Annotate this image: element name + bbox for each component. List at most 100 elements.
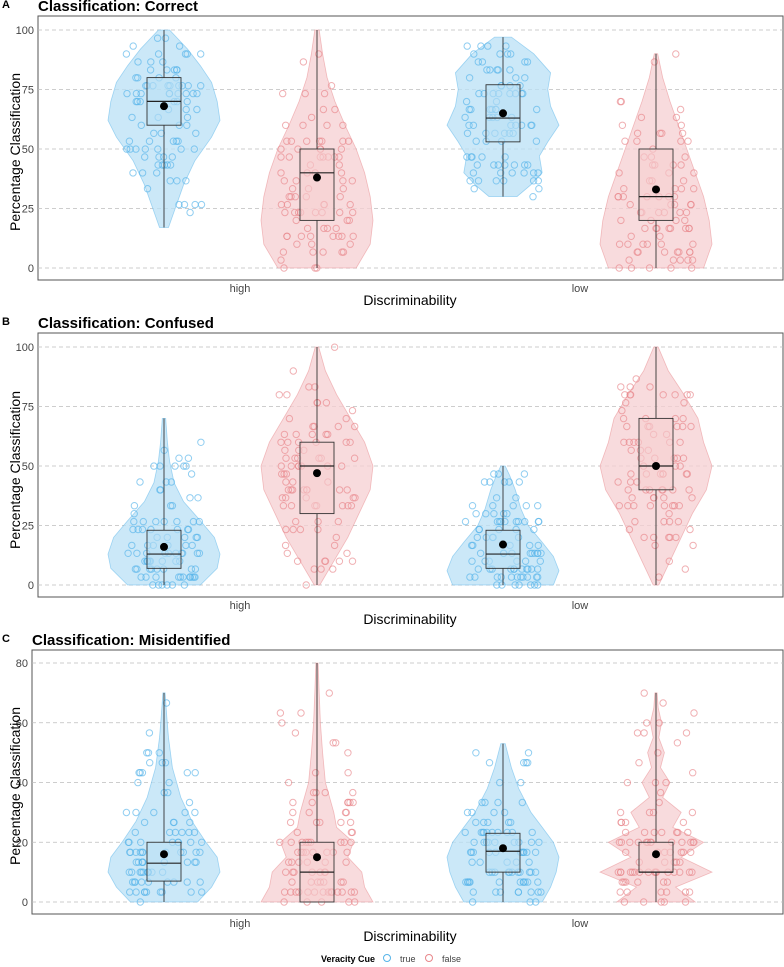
data-point — [676, 858, 684, 866]
data-point — [314, 517, 322, 526]
data-point — [297, 232, 306, 241]
data-point — [621, 137, 629, 145]
data-point — [335, 153, 343, 161]
data-point — [685, 888, 694, 896]
data-point — [472, 818, 480, 827]
data-point — [347, 828, 356, 837]
data-point — [162, 699, 171, 707]
data-point — [161, 34, 170, 42]
legend-title: Veracity Cue — [321, 954, 375, 964]
data-point — [303, 137, 311, 145]
x-axis-label: Discriminability — [363, 928, 456, 944]
data-point — [476, 549, 485, 557]
data-point — [657, 240, 665, 248]
data-point — [521, 161, 529, 169]
data-point — [347, 502, 356, 510]
data-point — [196, 848, 204, 856]
data-point — [653, 224, 661, 233]
data-point — [517, 573, 525, 581]
data-point — [339, 878, 347, 886]
data-point — [623, 422, 631, 431]
data-point — [186, 494, 194, 502]
data-point — [302, 581, 310, 589]
data-point — [183, 769, 192, 777]
data-point — [169, 137, 178, 145]
y-axis-label: Percentage Classification — [7, 707, 23, 865]
data-point — [280, 430, 289, 439]
data-point — [468, 858, 476, 866]
data-point — [677, 161, 685, 169]
data-point — [656, 788, 665, 797]
data-point — [149, 581, 157, 589]
data-point — [343, 848, 351, 856]
data-point — [291, 193, 299, 201]
data-point — [480, 478, 489, 486]
data-point — [468, 502, 477, 510]
data-point — [280, 264, 288, 272]
data-point — [197, 438, 205, 446]
data-point — [347, 888, 355, 896]
data-point — [152, 517, 160, 526]
data-point — [632, 375, 640, 383]
data-point — [534, 517, 543, 526]
data-point — [134, 858, 143, 866]
data-point — [461, 113, 469, 122]
data-point — [534, 878, 542, 886]
data-point — [659, 878, 668, 886]
data-point — [289, 808, 297, 817]
data-point — [276, 838, 284, 846]
data-point — [194, 494, 202, 502]
data-point — [631, 868, 639, 876]
data-point — [615, 240, 624, 248]
group-high-true — [107, 418, 221, 589]
data-point — [528, 828, 536, 837]
data-point — [161, 759, 170, 767]
data-point — [133, 549, 141, 557]
data-point — [278, 719, 286, 727]
data-point — [461, 828, 469, 837]
data-point — [469, 541, 477, 550]
data-point — [493, 581, 501, 589]
data-point — [321, 557, 330, 565]
data-point — [533, 549, 542, 557]
data-point — [131, 828, 140, 837]
data-point — [129, 169, 137, 177]
chart-title: Classification: Confused — [38, 315, 214, 332]
data-point — [282, 470, 291, 478]
data-point — [125, 868, 134, 876]
data-point — [283, 232, 291, 241]
data-point — [288, 185, 297, 193]
data-point — [517, 778, 525, 787]
data-point — [640, 689, 648, 697]
data-point — [136, 848, 145, 856]
data-point — [515, 581, 523, 589]
data-point — [512, 74, 520, 82]
data-point — [197, 50, 205, 58]
data-point — [465, 105, 473, 114]
data-point — [288, 858, 296, 866]
y-axis-label: Percentage Classification — [7, 73, 23, 231]
data-point — [153, 34, 162, 42]
data-point — [319, 105, 328, 114]
data-point — [293, 557, 302, 565]
data-point — [184, 525, 192, 534]
data-point — [520, 848, 528, 856]
data-point — [126, 888, 134, 896]
data-point — [188, 573, 197, 581]
data-point — [287, 838, 295, 846]
data-point — [135, 769, 143, 777]
data-point — [132, 858, 141, 866]
data-point — [155, 153, 163, 161]
data-point — [631, 517, 639, 526]
data-point — [342, 808, 350, 817]
data-point — [322, 399, 331, 407]
data-point — [283, 549, 291, 557]
data-point — [619, 193, 627, 201]
mean-marker — [160, 102, 168, 111]
data-point — [634, 878, 642, 886]
data-point — [474, 177, 483, 185]
data-point — [157, 129, 166, 138]
data-point — [626, 383, 634, 391]
data-point — [281, 541, 290, 550]
data-point — [281, 208, 289, 217]
